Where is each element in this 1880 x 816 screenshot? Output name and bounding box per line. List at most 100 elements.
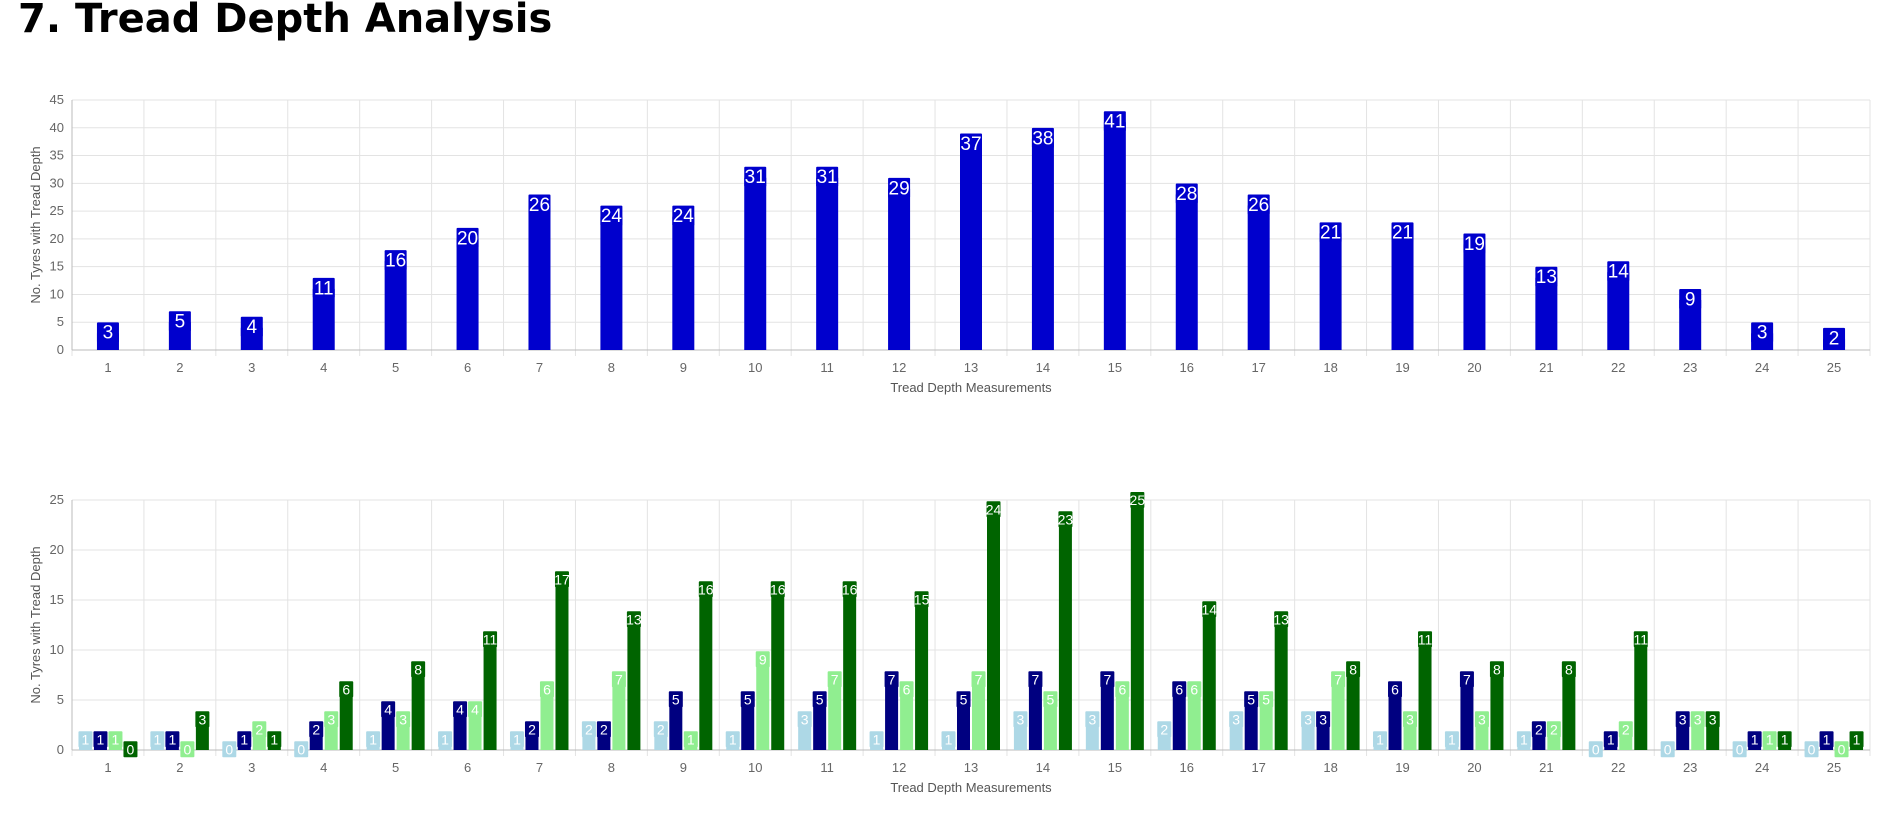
- data-label: 29: [889, 178, 910, 199]
- data-label-box: [1316, 711, 1331, 728]
- bar: [1031, 138, 1054, 350]
- data-label: 5: [744, 691, 752, 707]
- data-label: 2: [657, 721, 665, 737]
- y-tick-label: 20: [50, 231, 64, 246]
- data-label: 3: [327, 711, 335, 727]
- data-label-box: [1463, 233, 1486, 254]
- x-tick-label: 11: [820, 760, 834, 775]
- data-label: 1: [513, 731, 521, 747]
- x-tick-label: 14: [1036, 360, 1050, 375]
- data-label: 1: [1781, 731, 1789, 747]
- x-tick-label: 6: [464, 760, 471, 775]
- x-tick-label: 15: [1108, 360, 1122, 375]
- data-label: 14: [1608, 262, 1630, 283]
- bar: [324, 720, 338, 750]
- bar: [885, 680, 899, 750]
- bar: [798, 720, 812, 750]
- data-label: 7: [975, 671, 983, 687]
- bar: [1388, 690, 1402, 750]
- data-label: 7: [1463, 671, 1471, 687]
- data-label: 31: [817, 167, 838, 188]
- data-label: 21: [1320, 223, 1341, 244]
- bar: [555, 580, 569, 750]
- bar: [195, 720, 209, 750]
- data-label-box: [1391, 222, 1414, 243]
- bar: [1331, 680, 1345, 750]
- data-label: 1: [1823, 731, 1831, 747]
- bar: [600, 216, 623, 350]
- data-label-box: [396, 711, 411, 728]
- x-tick-label: 22: [1611, 360, 1625, 375]
- bar: [456, 238, 479, 350]
- data-label-box: [1834, 741, 1849, 758]
- data-label-box: [252, 721, 267, 738]
- bar: [987, 510, 1000, 750]
- data-label: 24: [601, 206, 623, 227]
- data-label: 17: [554, 571, 570, 587]
- bar: [1475, 720, 1489, 750]
- bar: [1607, 272, 1630, 350]
- data-label-box: [168, 311, 191, 332]
- data-label-box: [1013, 711, 1028, 728]
- data-label: 0: [1736, 741, 1744, 757]
- data-label: 3: [1694, 711, 1702, 727]
- x-tick-label: 23: [1683, 360, 1697, 375]
- bar: [528, 205, 551, 350]
- data-label: 5: [1262, 691, 1270, 707]
- data-label-box: [1660, 741, 1675, 758]
- data-label: 4: [247, 317, 258, 338]
- x-tick-label: 10: [748, 760, 762, 775]
- data-label: 3: [1406, 711, 1414, 727]
- data-label: 25: [1130, 492, 1146, 508]
- data-label-box: [237, 731, 252, 748]
- data-label: 1: [112, 731, 120, 747]
- data-label-box: [1561, 661, 1576, 678]
- x-tick-label: 19: [1395, 360, 1409, 375]
- data-label-box: [1103, 111, 1126, 132]
- bar: [1460, 680, 1474, 750]
- data-label-box: [744, 166, 767, 187]
- data-label-box: [668, 691, 683, 708]
- bar: [1115, 690, 1129, 750]
- x-tick-label: 5: [392, 760, 399, 775]
- data-label-box: [1403, 711, 1418, 728]
- data-label-box: [150, 731, 165, 748]
- data-label: 8: [1349, 661, 1357, 677]
- data-label-box: [1418, 631, 1433, 648]
- data-label-box: [1202, 601, 1217, 618]
- data-label: 26: [529, 195, 550, 216]
- bar: [627, 620, 641, 750]
- data-label-box: [1229, 711, 1244, 728]
- data-label: 28: [1176, 184, 1197, 205]
- data-label: 7: [831, 671, 839, 687]
- data-label: 0: [127, 741, 135, 757]
- data-label-box: [324, 711, 339, 728]
- data-label-box: [1732, 741, 1747, 758]
- data-label: 15: [914, 591, 930, 607]
- bar: [1103, 122, 1126, 350]
- x-tick-label: 22: [1611, 760, 1625, 775]
- data-label-box: [1331, 671, 1346, 688]
- data-label: 3: [103, 323, 114, 344]
- data-label-box: [1618, 721, 1633, 738]
- bar: [1490, 670, 1504, 750]
- bar: [1634, 640, 1648, 750]
- data-label: 7: [888, 671, 896, 687]
- data-label: 7: [1334, 671, 1342, 687]
- bar: [468, 710, 482, 750]
- bar: [1172, 690, 1186, 750]
- data-label-box: [1762, 731, 1777, 748]
- data-label: 5: [960, 691, 968, 707]
- data-label: 11: [483, 631, 498, 647]
- data-label-box: [524, 721, 539, 738]
- bar: [396, 720, 410, 750]
- data-label-box: [827, 671, 842, 688]
- x-tick-label: 2: [176, 760, 183, 775]
- data-label: 1: [153, 731, 161, 747]
- data-label-box: [339, 681, 354, 698]
- data-label-box: [581, 721, 596, 738]
- data-label: 0: [225, 741, 233, 757]
- data-label-box: [888, 177, 911, 198]
- data-label-box: [96, 322, 119, 343]
